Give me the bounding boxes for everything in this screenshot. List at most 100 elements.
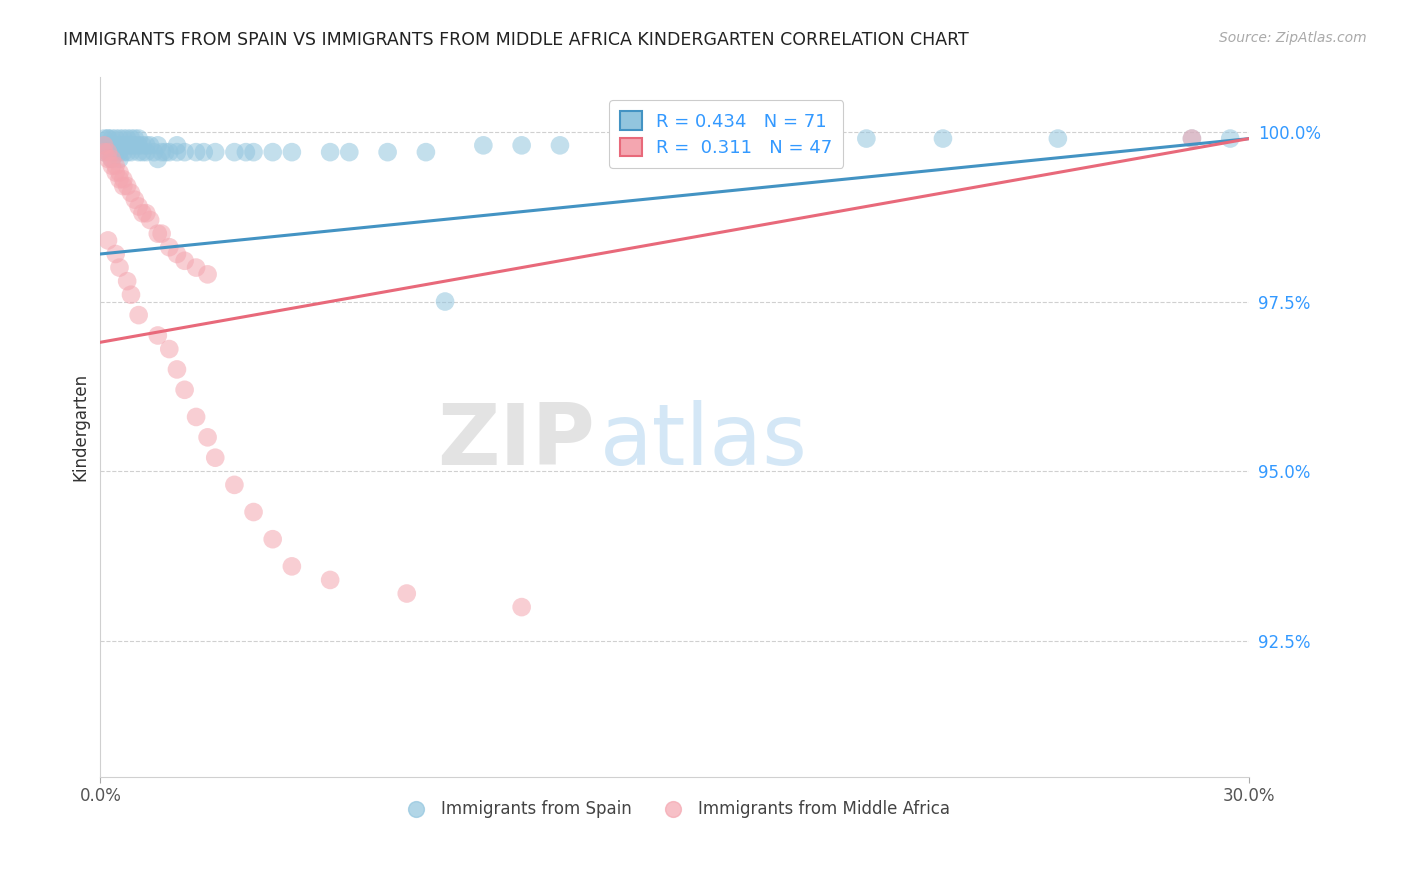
Point bbox=[157, 342, 180, 356]
Point bbox=[626, 138, 648, 153]
Point bbox=[104, 131, 127, 145]
Point bbox=[184, 145, 207, 160]
Point bbox=[97, 234, 120, 248]
Point bbox=[101, 131, 124, 145]
Legend: Immigrants from Spain, Immigrants from Middle Africa: Immigrants from Spain, Immigrants from M… bbox=[392, 793, 957, 824]
Point bbox=[93, 145, 115, 160]
Point bbox=[146, 152, 169, 166]
Point bbox=[97, 152, 120, 166]
Point bbox=[131, 206, 153, 220]
Point bbox=[108, 145, 131, 160]
Point bbox=[135, 206, 157, 220]
Point bbox=[112, 172, 135, 186]
Point bbox=[184, 409, 207, 424]
Point bbox=[97, 138, 120, 153]
Point bbox=[104, 247, 127, 261]
Point bbox=[664, 138, 686, 153]
Point bbox=[721, 131, 744, 145]
Point bbox=[101, 159, 124, 173]
Point bbox=[197, 268, 219, 282]
Point bbox=[93, 138, 115, 153]
Point bbox=[93, 131, 115, 145]
Text: Source: ZipAtlas.com: Source: ZipAtlas.com bbox=[1219, 31, 1367, 45]
Point bbox=[319, 145, 342, 160]
Point bbox=[120, 138, 142, 153]
Point bbox=[224, 145, 246, 160]
Point bbox=[155, 145, 177, 160]
Point bbox=[204, 145, 226, 160]
Point bbox=[97, 145, 120, 160]
Point bbox=[224, 478, 246, 492]
Point bbox=[112, 138, 135, 153]
Point bbox=[128, 131, 150, 145]
Point bbox=[932, 131, 955, 145]
Point bbox=[139, 138, 162, 153]
Point bbox=[108, 260, 131, 275]
Point bbox=[415, 145, 437, 160]
Point bbox=[112, 131, 135, 145]
Point bbox=[120, 131, 142, 145]
Point bbox=[262, 532, 284, 546]
Text: IMMIGRANTS FROM SPAIN VS IMMIGRANTS FROM MIDDLE AFRICA KINDERGARTEN CORRELATION : IMMIGRANTS FROM SPAIN VS IMMIGRANTS FROM… bbox=[63, 31, 969, 49]
Point bbox=[146, 328, 169, 343]
Point bbox=[135, 145, 157, 160]
Point bbox=[131, 145, 153, 160]
Text: atlas: atlas bbox=[600, 400, 808, 483]
Point bbox=[173, 145, 195, 160]
Point bbox=[101, 145, 124, 160]
Point bbox=[124, 193, 146, 207]
Point bbox=[173, 253, 195, 268]
Point bbox=[157, 240, 180, 254]
Point bbox=[319, 573, 342, 587]
Point bbox=[131, 138, 153, 153]
Point bbox=[97, 145, 120, 160]
Point bbox=[108, 138, 131, 153]
Point bbox=[235, 145, 257, 160]
Point bbox=[101, 152, 124, 166]
Point bbox=[101, 152, 124, 166]
Point bbox=[204, 450, 226, 465]
Point bbox=[112, 179, 135, 194]
Point bbox=[262, 145, 284, 160]
Point bbox=[97, 131, 120, 145]
Y-axis label: Kindergarten: Kindergarten bbox=[72, 373, 89, 481]
Point bbox=[377, 145, 399, 160]
Point bbox=[281, 559, 304, 574]
Point bbox=[157, 145, 180, 160]
Point bbox=[101, 138, 124, 153]
Point bbox=[166, 247, 188, 261]
Point bbox=[150, 227, 173, 241]
Point bbox=[779, 131, 801, 145]
Point bbox=[143, 145, 166, 160]
Point bbox=[173, 383, 195, 397]
Point bbox=[108, 152, 131, 166]
Point bbox=[1181, 131, 1204, 145]
Point bbox=[128, 145, 150, 160]
Point bbox=[108, 131, 131, 145]
Point bbox=[146, 227, 169, 241]
Point bbox=[395, 586, 418, 600]
Point bbox=[242, 505, 264, 519]
Point bbox=[115, 179, 138, 194]
Point bbox=[510, 138, 533, 153]
Point bbox=[135, 138, 157, 153]
Point bbox=[184, 260, 207, 275]
Point bbox=[193, 145, 215, 160]
Point bbox=[128, 308, 150, 322]
Point bbox=[112, 145, 135, 160]
Point bbox=[197, 430, 219, 444]
Point bbox=[104, 159, 127, 173]
Point bbox=[1046, 131, 1069, 145]
Point bbox=[120, 287, 142, 301]
Point bbox=[124, 138, 146, 153]
Point bbox=[120, 186, 142, 200]
Point bbox=[108, 165, 131, 179]
Point bbox=[166, 145, 188, 160]
Point bbox=[855, 131, 877, 145]
Point bbox=[120, 145, 142, 160]
Point bbox=[1219, 131, 1241, 145]
Point bbox=[242, 145, 264, 160]
Point bbox=[1181, 131, 1204, 145]
Point bbox=[115, 274, 138, 288]
Point bbox=[104, 165, 127, 179]
